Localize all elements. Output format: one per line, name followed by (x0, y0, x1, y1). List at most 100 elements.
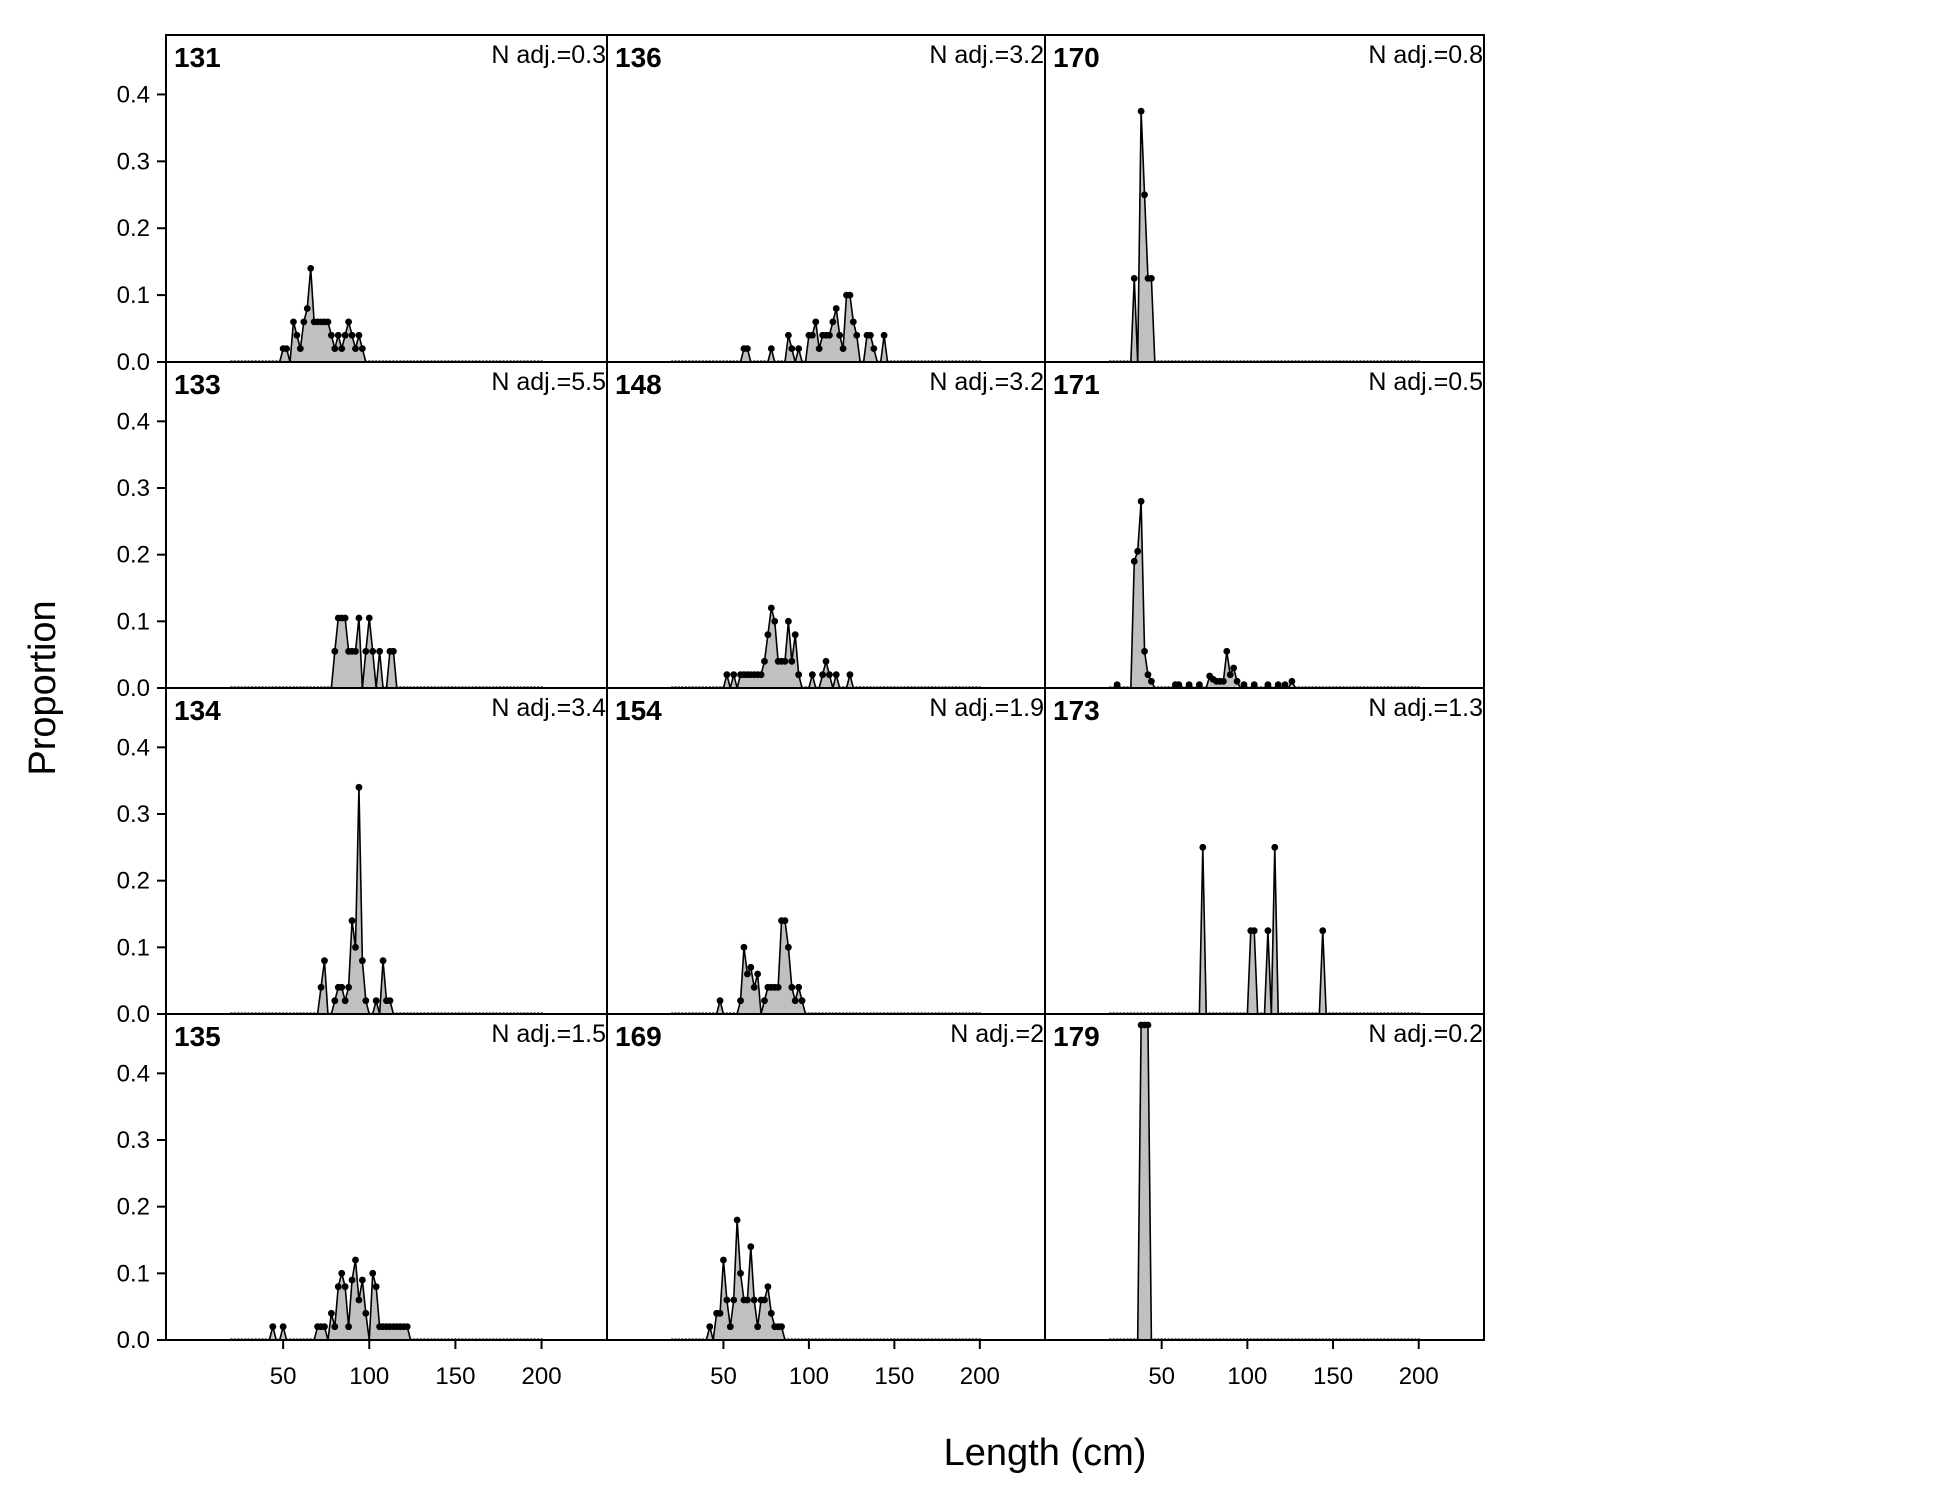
panel-133-area (231, 618, 542, 688)
panel-136-point (815, 345, 823, 353)
panel-171-point (1281, 681, 1289, 688)
panel-154-point (754, 970, 762, 978)
panel-131-point (358, 345, 366, 353)
x-axis-title: Length (cm) (944, 1432, 1147, 1474)
panel-154-point (781, 917, 789, 925)
panel-154-point (761, 997, 768, 1005)
x-tick-label: 50 (1148, 1363, 1175, 1390)
panel-131-frame (165, 34, 608, 363)
panel-171-point (1185, 681, 1193, 688)
panel-169-area (672, 1220, 980, 1340)
panel-148-point (822, 657, 830, 665)
panel-nadj-label: N adj.=0.5 (1368, 368, 1483, 396)
panel-173-point (1271, 843, 1279, 851)
panel-179-area (1110, 1025, 1419, 1340)
panel-133-plot (229, 614, 544, 688)
panel-148-point (819, 671, 826, 679)
panel-id-label: 133 (174, 369, 221, 400)
panel-154-point (798, 997, 806, 1005)
y-axes-layer: 0.0 0.1 0.2 0.3 0.4 0.0 0.1 0.2 0.3 0.4 0.0 0.1 0.2 0… (117, 81, 167, 1354)
panel-nadj-label: N adj.=5.5 (491, 368, 606, 396)
y-tick-label: 0.3 (117, 148, 150, 175)
panel-135-point (279, 1323, 287, 1331)
panel-131-point (290, 318, 297, 326)
x-tick-label: 50 (710, 1363, 737, 1390)
y-tick-label: 0.2 (117, 868, 150, 895)
panel-148-area (672, 608, 980, 688)
x-tick-label: 100 (789, 1363, 829, 1390)
panel-nadj-label: N adj.=2 (950, 1020, 1044, 1048)
panel-136-point (839, 345, 847, 353)
x-tick-label: 200 (522, 1363, 562, 1390)
panel-154-point (740, 943, 748, 951)
panel-nadj-label: N adj.=0.8 (1368, 41, 1483, 69)
panel-173-frame (1044, 687, 1485, 1015)
panel-131-area (231, 268, 542, 362)
panel-169-point (737, 1269, 744, 1277)
panel-136-point (836, 331, 844, 339)
panel-170-frame (1044, 34, 1485, 363)
panel-170-point (1148, 274, 1155, 282)
panel-134-point (317, 983, 325, 991)
panel-133-line (231, 617, 542, 688)
panel-154-point (716, 997, 724, 1005)
panel-169-point (743, 1296, 751, 1304)
panel-169-point (778, 1323, 785, 1331)
panel-179: 179 N adj.=0.2 (1044, 1013, 1485, 1341)
y-tick-label: 0.3 (117, 1127, 150, 1154)
panel-131-plot (229, 264, 544, 362)
panel-171-line (1110, 501, 1419, 688)
panel-131-point (352, 345, 359, 353)
panel-169: 169 N adj.=2 (606, 1013, 1046, 1341)
panel-169-point (747, 1243, 755, 1251)
panel-136-point (849, 318, 857, 326)
y-tick-label: 0.0 (117, 349, 150, 376)
panel-id-label: 154 (615, 695, 662, 726)
panel-169-point (726, 1323, 734, 1331)
panel-131-point (331, 345, 339, 353)
panel-148-point (757, 671, 765, 679)
panel-136-point (812, 318, 820, 326)
panel-171-point (1288, 677, 1296, 685)
y-tick-label: 0.4 (117, 408, 150, 435)
y-axis-title: Proportion (22, 600, 64, 775)
panel-133-point (365, 614, 373, 622)
panel-131-point (355, 331, 363, 339)
panel-134-point (321, 957, 328, 965)
panel-148-point (781, 657, 789, 665)
panel-131-point (324, 318, 332, 326)
panel-171-point (1219, 677, 1227, 685)
panel-154-point (750, 983, 758, 991)
panels-layer: 131 N adj.=0.3 136 N adj.=3.2 170 N adj.=0.81… (165, 34, 1485, 1341)
panel-135-plot (229, 1256, 544, 1340)
y-tick-label: 0.2 (117, 542, 150, 569)
panel-136-point (832, 305, 840, 312)
panel-131-point (327, 331, 335, 339)
panel-136-point (867, 331, 874, 339)
panel-154: 154 N adj.=1.9 (606, 687, 1046, 1015)
panel-135-point (334, 1283, 342, 1291)
panel-133-point (341, 614, 349, 622)
panel-131: 131 N adj.=0.3 (165, 34, 608, 363)
panel-134-plot (229, 783, 544, 1014)
panel-133-point (389, 647, 397, 655)
panel-136-point (808, 331, 816, 339)
x-axes-layer: 50 100 150 200 50 100 150 200 50 100 150 200 (270, 1340, 1439, 1390)
panel-id-label: 136 (615, 42, 662, 73)
panel-154-point (747, 963, 755, 971)
panel-148-frame (606, 361, 1046, 689)
panel-131-point (348, 331, 356, 339)
panel-135-point (372, 1283, 380, 1291)
panel-131-point (307, 264, 315, 272)
panel-171-area (1110, 501, 1419, 688)
panel-136-point (788, 345, 796, 353)
panel-nadj-label: N adj.=1.5 (491, 1020, 606, 1048)
y-tick-label: 0.0 (117, 1001, 150, 1028)
panel-135-point (321, 1323, 328, 1331)
panel-131-point (296, 345, 304, 353)
panel-154-area (672, 920, 980, 1014)
x-tick-label: 150 (435, 1363, 475, 1390)
panel-nadj-label: N adj.=0.3 (491, 41, 606, 69)
panel-id-label: 179 (1053, 1021, 1100, 1052)
